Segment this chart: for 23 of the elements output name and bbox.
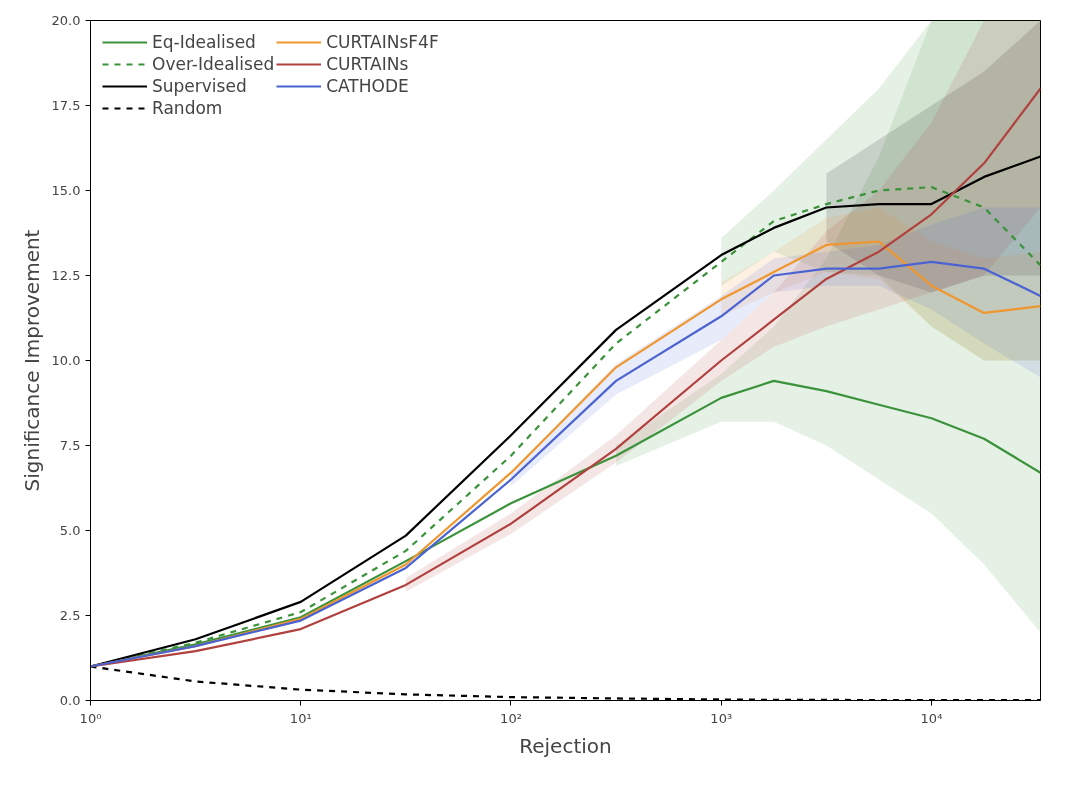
- y-tick-label: 7.5: [59, 438, 81, 453]
- y-tick-label: 20.0: [51, 13, 81, 28]
- y-axis-title: Significance Improvement: [19, 229, 44, 492]
- y-tick-label: 5.0: [59, 523, 81, 538]
- x-tick-label: 10⁴: [920, 710, 943, 726]
- legend-label: Eq-Idealised: [152, 32, 256, 52]
- y-tick-label: 2.5: [59, 608, 81, 623]
- y-tick-label: 10.0: [51, 353, 81, 368]
- legend-label: CURTAINs: [326, 54, 409, 74]
- x-tick-label: 10⁰: [79, 710, 102, 726]
- legend-label: Random: [152, 98, 223, 118]
- y-tick-label: 12.5: [51, 268, 81, 283]
- y-tick-label: 17.5: [51, 98, 81, 113]
- legend-label: CATHODE: [326, 76, 409, 96]
- legend-label: CURTAINsF4F: [326, 32, 439, 52]
- x-tick-label: 10¹: [289, 710, 312, 726]
- y-tick-label: 15.0: [51, 183, 81, 198]
- legend-label: Over-Idealised: [152, 54, 275, 74]
- y-tick-label: 0.0: [59, 693, 81, 708]
- legend-label: Supervised: [152, 76, 247, 96]
- x-tick-label: 10³: [710, 710, 733, 726]
- x-axis-title: Rejection: [519, 733, 612, 758]
- x-tick-label: 10²: [500, 710, 522, 726]
